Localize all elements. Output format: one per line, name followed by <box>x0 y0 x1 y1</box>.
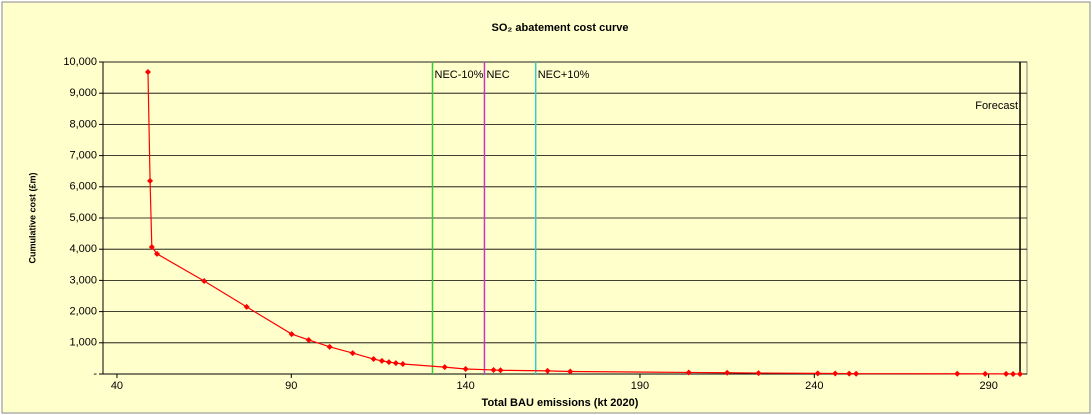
data-point <box>832 370 839 377</box>
data-point <box>567 368 574 375</box>
data-point <box>385 359 392 366</box>
y-tick-label: 2,000 <box>69 306 97 318</box>
data-point <box>399 361 406 368</box>
data-point <box>462 366 469 373</box>
data-point <box>326 343 333 350</box>
y-tick-label: 4,000 <box>69 243 97 255</box>
x-tick-label: 290 <box>979 380 997 392</box>
data-point <box>846 370 853 377</box>
data-point <box>144 68 151 75</box>
data-point <box>954 370 961 377</box>
data-point <box>305 336 312 343</box>
reference-label: NEC-10% <box>435 69 484 81</box>
data-point <box>370 356 377 363</box>
y-tick-label: 6,000 <box>69 181 97 193</box>
y-tick-label: 1,000 <box>69 337 97 349</box>
data-point <box>544 367 551 374</box>
data-point <box>349 350 356 357</box>
x-tick-label: 40 <box>111 380 123 392</box>
y-tick-label: - <box>93 368 97 380</box>
data-point <box>441 364 448 371</box>
data-point <box>497 367 504 374</box>
y-tick-label: 3,000 <box>69 274 97 286</box>
data-point <box>201 278 208 285</box>
data-point <box>853 370 860 377</box>
data-point <box>288 331 295 338</box>
y-tick-label: 7,000 <box>69 150 97 162</box>
x-tick-label: 240 <box>805 380 823 392</box>
data-point <box>392 360 399 367</box>
y-tick-label: 10,000 <box>63 56 97 68</box>
data-point <box>1017 370 1024 377</box>
data-point <box>982 370 989 377</box>
data-point <box>154 250 161 257</box>
reference-label: NEC+10% <box>538 69 590 81</box>
reference-label: NEC <box>486 69 509 81</box>
x-tick-label: 90 <box>285 380 297 392</box>
y-tick-label: 9,000 <box>69 87 97 99</box>
x-tick-label: 190 <box>631 380 649 392</box>
x-tick-label: 140 <box>456 380 474 392</box>
data-point <box>147 177 154 184</box>
data-point <box>685 369 692 376</box>
y-axis-label: Cumulative cost (£m) <box>27 172 37 263</box>
y-tick-label: 5,000 <box>69 212 97 224</box>
data-point <box>243 303 250 310</box>
data-point <box>490 366 497 373</box>
data-point <box>148 244 155 251</box>
data-point <box>378 357 385 364</box>
data-point <box>755 370 762 377</box>
reference-label: Forecast <box>975 100 1018 112</box>
data-point <box>724 369 731 376</box>
data-point <box>814 370 821 377</box>
y-tick-label: 8,000 <box>69 118 97 130</box>
chart-title: SO₂ abatement cost curve <box>492 22 629 34</box>
x-axis-label: Total BAU emissions (kt 2020) <box>482 397 639 409</box>
data-point <box>1003 370 1010 377</box>
data-point <box>1010 370 1017 377</box>
